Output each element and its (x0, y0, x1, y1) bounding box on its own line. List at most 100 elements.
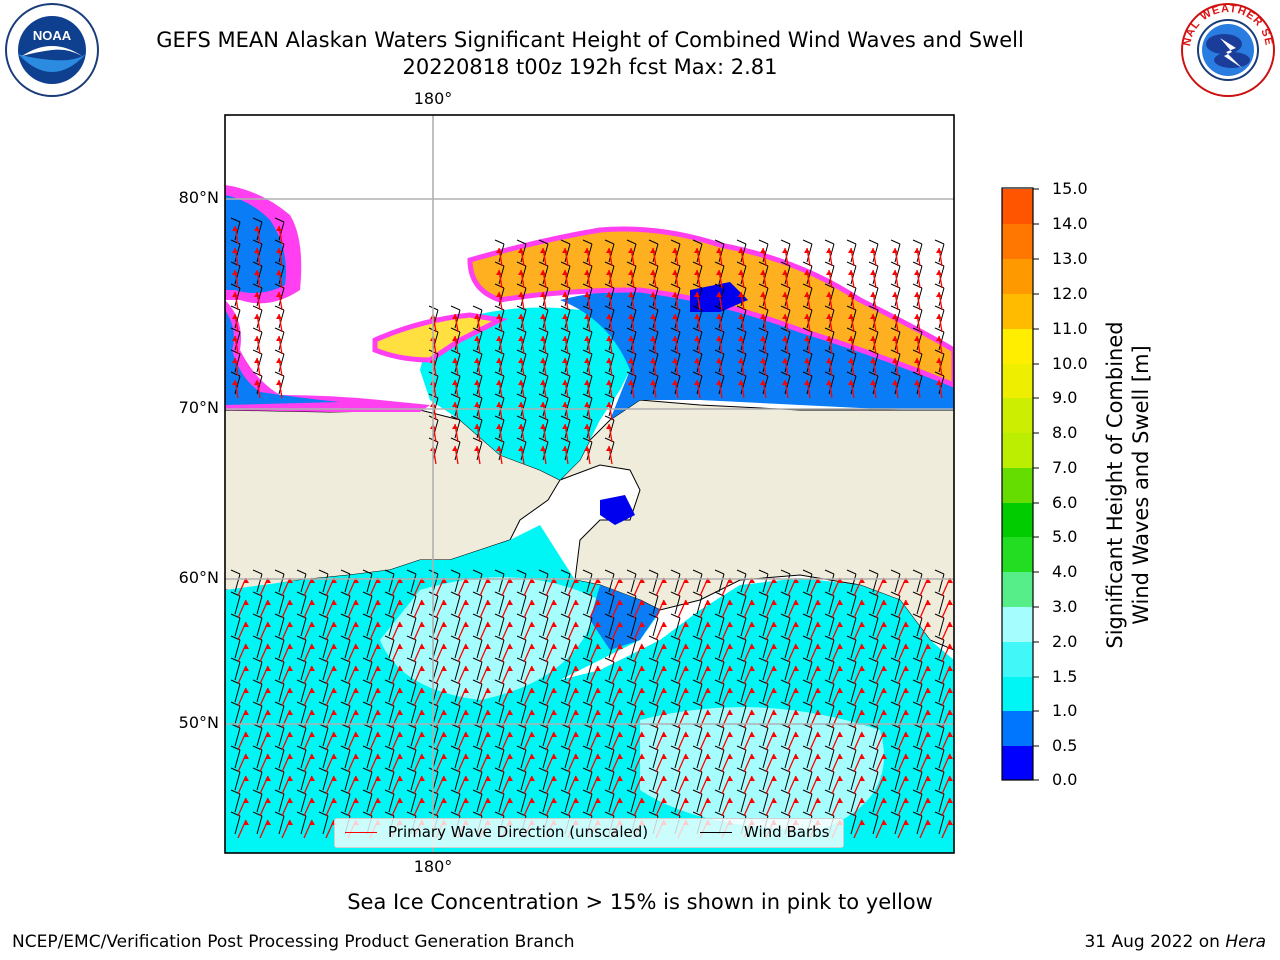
wave-arrowhead (892, 336, 898, 341)
wind-barb (784, 661, 791, 681)
sea-ice-note: Sea Ice Concentration > 15% is shown in … (347, 890, 933, 914)
wave-arrowhead (848, 292, 854, 297)
wind-barb-flag (780, 569, 791, 575)
wave-arrowhead (474, 402, 480, 407)
wave-arrowhead (254, 270, 260, 275)
wind-barb-flag (846, 569, 857, 575)
wave-arrowhead (254, 314, 260, 319)
wave-arrowhead (243, 666, 249, 671)
wind-barb-flag (934, 239, 945, 245)
wave-arrowhead (331, 622, 337, 627)
wave-arrowhead (661, 578, 667, 583)
wave-arrowhead (749, 710, 755, 715)
wave-arrowhead (705, 754, 711, 759)
wind-barb (586, 749, 593, 769)
wind-barb (938, 595, 945, 615)
colorbar-tick-label: 15.0 (1052, 179, 1088, 198)
wave-arrowhead (529, 710, 535, 715)
wind-barb (300, 815, 307, 835)
wind-barb (630, 639, 637, 659)
wind-barb (564, 595, 571, 615)
wave-arrowhead (584, 446, 590, 451)
wind-barb (916, 595, 923, 615)
wind-barb-flag (824, 239, 835, 245)
footer-credit: NCEP/EMC/Verification Post Processing Pr… (12, 932, 575, 952)
wave-arrowhead (331, 710, 337, 715)
wave-arrowhead (353, 688, 359, 693)
wave-arrowhead (804, 358, 810, 363)
wave-arrowhead (540, 336, 546, 341)
wave-arrowhead (331, 798, 337, 803)
wave-arrowhead (738, 358, 744, 363)
wind-barb-flag (538, 239, 549, 245)
wind-barb (344, 617, 351, 637)
wave-arrowhead (507, 666, 513, 671)
wave-arrowhead (661, 710, 667, 715)
wind-barb (410, 793, 417, 813)
wave-arrowhead (529, 666, 535, 671)
wind-barb (366, 771, 373, 791)
wave-arrowhead (826, 292, 832, 297)
colorbar-tick-label: 4.0 (1052, 562, 1078, 581)
wind-barb (344, 595, 351, 615)
wind-barb (256, 727, 263, 747)
wave-arrowhead (287, 820, 293, 825)
wave-arrowhead (859, 776, 865, 781)
wind-barb (388, 683, 395, 703)
colorbar-tick-label: 11.0 (1052, 319, 1088, 338)
lat-label-60: 60°N (178, 568, 219, 587)
wave-arrowhead (463, 578, 469, 583)
wave-arrowhead (705, 798, 711, 803)
wave-arrowhead (463, 798, 469, 803)
wind-barb (938, 683, 945, 703)
wind-barb (564, 749, 571, 769)
lon-label-top: 180° (413, 89, 453, 108)
wave-arrowhead (837, 688, 843, 693)
wave-arrowhead (617, 622, 623, 627)
wind-barb (938, 661, 945, 681)
wind-barb (674, 727, 681, 747)
wind-barb (872, 661, 879, 681)
wave-arrowhead (672, 380, 678, 385)
wind-barb (476, 727, 483, 747)
wave-arrowhead (540, 358, 546, 363)
wave-arrowhead (859, 732, 865, 737)
wind-barb (938, 639, 945, 659)
wave-arrowhead (551, 754, 557, 759)
wind-barb (806, 661, 813, 681)
wave-arrowhead (716, 270, 722, 275)
wind-barb (498, 705, 505, 725)
wave-arrowhead (551, 732, 557, 737)
wind-barb (674, 595, 681, 615)
wind-barb (520, 595, 527, 615)
colorbar-segment (1002, 364, 1033, 398)
wind-barb (828, 793, 835, 813)
wind-barb (586, 727, 593, 747)
wave-arrowhead (749, 688, 755, 693)
wave-arrowhead (870, 314, 876, 319)
wind-barb (234, 815, 241, 835)
wave-arrowhead (397, 754, 403, 759)
wave-arrowhead (859, 688, 865, 693)
wind-barb (476, 661, 483, 681)
wave-arrowhead (265, 578, 271, 583)
wave-arrowhead (419, 622, 425, 627)
wind-barb (410, 573, 417, 593)
wind-barb (476, 617, 483, 637)
wind-barb (784, 705, 791, 725)
noaa-logo: NOAA (5, 3, 99, 97)
wind-barb (256, 793, 263, 813)
nws-logo: NATIONAL WEATHER SERVICE (1180, 2, 1275, 97)
wind-barb (278, 815, 285, 835)
wave-arrowhead (353, 776, 359, 781)
wind-barb (542, 771, 549, 791)
wind-barb (718, 705, 725, 725)
colorbar-segment (1002, 224, 1033, 259)
wave-arrowhead (694, 292, 700, 297)
wind-barb-flag (450, 305, 461, 311)
wave-arrowhead (397, 776, 403, 781)
wind-barb (234, 661, 241, 681)
wave-arrowhead (936, 358, 942, 363)
wave-arrowhead (881, 578, 887, 583)
wind-barb (278, 661, 285, 681)
